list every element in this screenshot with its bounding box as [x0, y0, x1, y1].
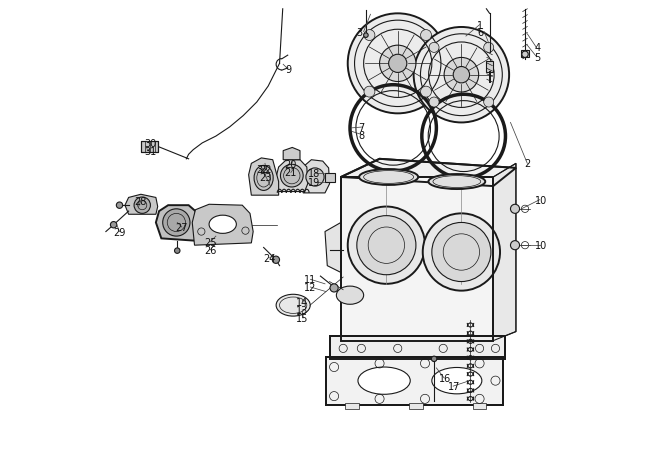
Circle shape	[510, 205, 519, 214]
Circle shape	[363, 34, 368, 38]
Text: 10: 10	[535, 241, 547, 251]
Text: 31: 31	[144, 147, 156, 156]
Text: 8: 8	[358, 131, 365, 141]
Bar	[330, 336, 504, 359]
Text: 6: 6	[477, 27, 484, 37]
Bar	[141, 142, 158, 153]
Circle shape	[432, 223, 491, 282]
Text: 29: 29	[113, 227, 125, 237]
Bar	[473, 404, 486, 409]
Circle shape	[364, 30, 375, 41]
Text: 5: 5	[535, 52, 541, 62]
Circle shape	[280, 165, 303, 187]
Polygon shape	[325, 223, 341, 273]
Circle shape	[484, 98, 494, 108]
Bar	[341, 177, 493, 341]
Text: 20: 20	[285, 160, 297, 170]
Circle shape	[111, 222, 117, 228]
Circle shape	[330, 284, 338, 293]
Polygon shape	[192, 205, 253, 246]
Circle shape	[116, 202, 123, 209]
Circle shape	[421, 30, 432, 41]
Bar	[341, 177, 493, 341]
Text: 28: 28	[135, 196, 147, 206]
Bar	[345, 404, 359, 409]
Circle shape	[453, 67, 469, 84]
Ellipse shape	[276, 295, 310, 316]
Text: 26: 26	[204, 245, 216, 255]
Circle shape	[348, 14, 448, 114]
Text: 2: 2	[524, 159, 530, 169]
Circle shape	[174, 248, 180, 254]
Text: 23: 23	[260, 172, 272, 182]
Ellipse shape	[336, 287, 363, 304]
Ellipse shape	[254, 166, 273, 191]
Polygon shape	[156, 206, 197, 241]
Bar	[141, 142, 158, 153]
Ellipse shape	[359, 170, 418, 186]
Circle shape	[306, 168, 324, 187]
Circle shape	[421, 87, 432, 98]
Circle shape	[348, 207, 425, 284]
Text: 25: 25	[204, 237, 216, 247]
Text: 18: 18	[307, 169, 320, 179]
Circle shape	[429, 98, 439, 108]
Polygon shape	[341, 159, 516, 187]
Text: 30: 30	[144, 139, 156, 149]
Polygon shape	[283, 148, 300, 160]
Bar	[521, 51, 528, 57]
Circle shape	[380, 46, 416, 82]
Circle shape	[422, 214, 500, 291]
Text: 11: 11	[304, 275, 317, 285]
Circle shape	[429, 43, 439, 53]
Circle shape	[444, 58, 478, 93]
Text: 4: 4	[535, 43, 541, 53]
Text: 7: 7	[358, 123, 365, 133]
Circle shape	[364, 87, 375, 98]
Circle shape	[510, 241, 519, 250]
Circle shape	[522, 52, 528, 58]
Ellipse shape	[209, 216, 237, 234]
Bar	[486, 62, 493, 73]
Text: 22: 22	[259, 164, 272, 174]
Text: 10: 10	[535, 195, 547, 205]
Bar	[326, 357, 502, 405]
Ellipse shape	[358, 367, 410, 394]
Polygon shape	[302, 160, 330, 193]
Circle shape	[389, 55, 407, 73]
Circle shape	[413, 28, 509, 123]
Polygon shape	[125, 195, 158, 215]
Circle shape	[484, 43, 494, 53]
Bar	[325, 174, 335, 182]
Text: 16: 16	[439, 373, 452, 383]
Text: 21: 21	[285, 168, 297, 178]
Text: 3: 3	[356, 27, 362, 37]
Text: 24: 24	[263, 253, 276, 263]
Polygon shape	[249, 158, 279, 196]
Polygon shape	[276, 160, 307, 192]
Ellipse shape	[428, 175, 486, 190]
Bar	[326, 357, 502, 405]
Circle shape	[357, 216, 416, 275]
Text: 17: 17	[448, 381, 461, 391]
Text: 14: 14	[296, 298, 308, 307]
Circle shape	[272, 257, 280, 264]
Text: 15: 15	[296, 313, 309, 323]
Circle shape	[162, 209, 190, 237]
Text: 1: 1	[476, 20, 483, 30]
Text: 32: 32	[256, 164, 268, 174]
Circle shape	[134, 197, 150, 214]
Text: 13: 13	[296, 305, 308, 315]
Bar	[409, 404, 423, 409]
Text: 27: 27	[176, 222, 188, 233]
Text: 12: 12	[304, 283, 317, 293]
Text: 9: 9	[285, 65, 292, 75]
Circle shape	[432, 356, 437, 362]
Bar	[330, 336, 504, 359]
Polygon shape	[493, 164, 516, 341]
Ellipse shape	[432, 368, 482, 394]
Text: 19: 19	[307, 177, 320, 187]
